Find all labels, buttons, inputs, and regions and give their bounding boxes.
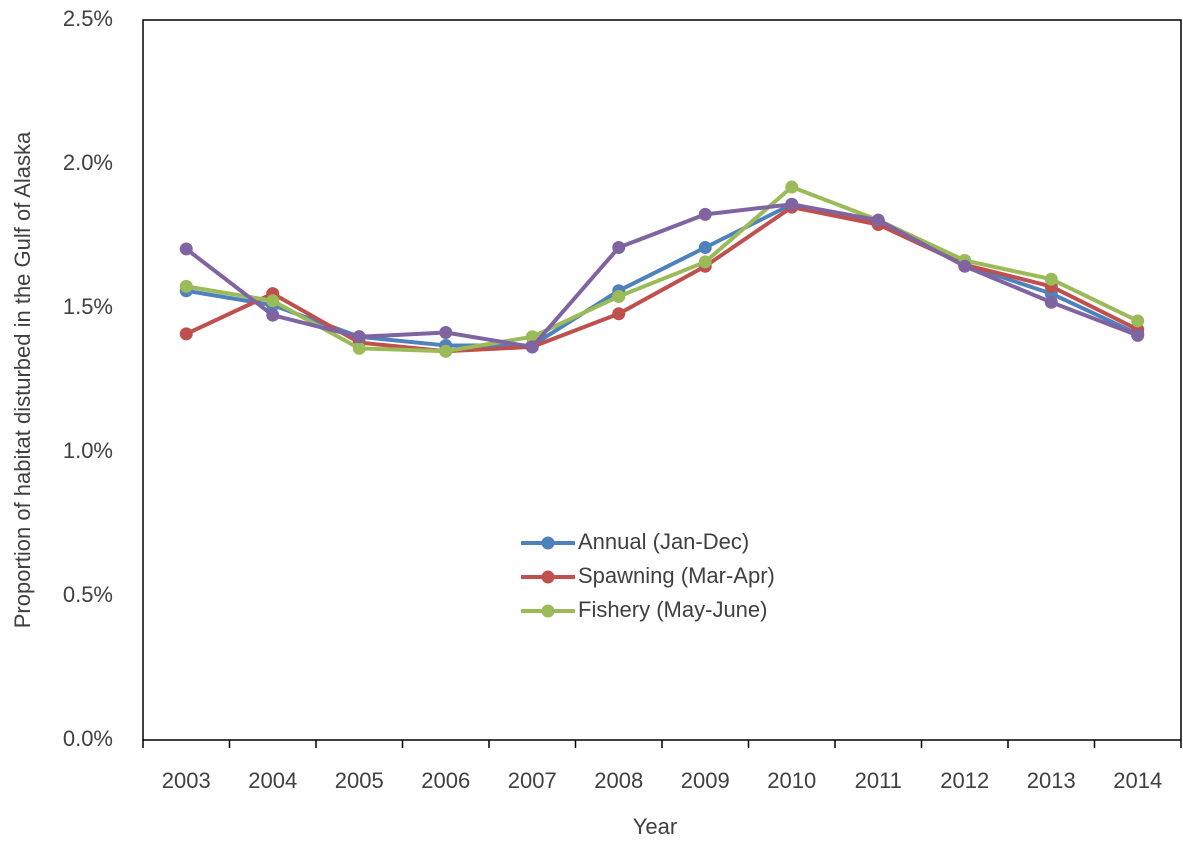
x-tick-label: 2010 xyxy=(767,768,816,793)
series-marker xyxy=(871,213,885,227)
series-marker xyxy=(179,327,193,341)
legend-label: Spawning (Mar-Apr) xyxy=(578,563,775,588)
series-marker xyxy=(698,255,712,269)
legend-marker xyxy=(541,604,555,618)
series-marker xyxy=(1131,314,1145,328)
series-marker xyxy=(525,340,539,354)
series-marker xyxy=(439,325,453,339)
x-tick-label: 2011 xyxy=(855,768,902,793)
x-tick-label: 2004 xyxy=(248,768,297,793)
series-marker xyxy=(179,242,193,256)
x-tick-label: 2009 xyxy=(681,768,730,793)
legend-label: Annual (Jan-Dec) xyxy=(578,529,749,554)
series-marker xyxy=(1044,272,1058,286)
series-marker xyxy=(1131,328,1145,342)
series-line xyxy=(185,202,1139,349)
y-tick-label: 2.0% xyxy=(63,150,113,175)
x-tick-label: 2014 xyxy=(1113,768,1162,793)
x-tick-label: 2007 xyxy=(508,768,557,793)
series-marker xyxy=(439,344,453,358)
series-marker xyxy=(1044,295,1058,309)
y-tick-label: 0.5% xyxy=(63,582,113,607)
series-marker xyxy=(266,294,280,308)
plot-frame xyxy=(142,19,1182,741)
series-line xyxy=(185,185,1139,354)
x-tick-label: 2012 xyxy=(940,768,989,793)
legend-marker xyxy=(541,536,555,550)
series-marker xyxy=(785,180,799,194)
series-marker xyxy=(352,341,366,355)
y-tick-label: 1.5% xyxy=(63,294,113,319)
legend-label: Fishery (May-June) xyxy=(578,597,767,622)
series-marker xyxy=(266,308,280,322)
x-tick-label: 2008 xyxy=(594,768,643,793)
x-axis-label: Year xyxy=(633,814,677,839)
x-tick-label: 2013 xyxy=(1027,768,1076,793)
series-marker xyxy=(612,289,626,303)
x-tick-label: 2003 xyxy=(162,768,211,793)
legend-marker xyxy=(541,570,555,584)
y-axis-label: Proportion of habitat disturbed in the G… xyxy=(10,131,35,628)
x-tick-label: 2005 xyxy=(335,768,384,793)
y-tick-label: 0.0% xyxy=(63,726,113,751)
series-marker xyxy=(612,241,626,255)
series-marker xyxy=(179,279,193,293)
series-marker xyxy=(698,207,712,221)
series-marker xyxy=(785,197,799,211)
series-marker xyxy=(612,307,626,321)
series-marker xyxy=(352,330,366,344)
y-tick-label: 1.0% xyxy=(63,438,113,463)
series-marker xyxy=(525,330,539,344)
x-tick-label: 2006 xyxy=(421,768,470,793)
y-tick-label: 2.5% xyxy=(63,6,113,31)
series-marker xyxy=(698,241,712,255)
series-marker xyxy=(958,259,972,273)
